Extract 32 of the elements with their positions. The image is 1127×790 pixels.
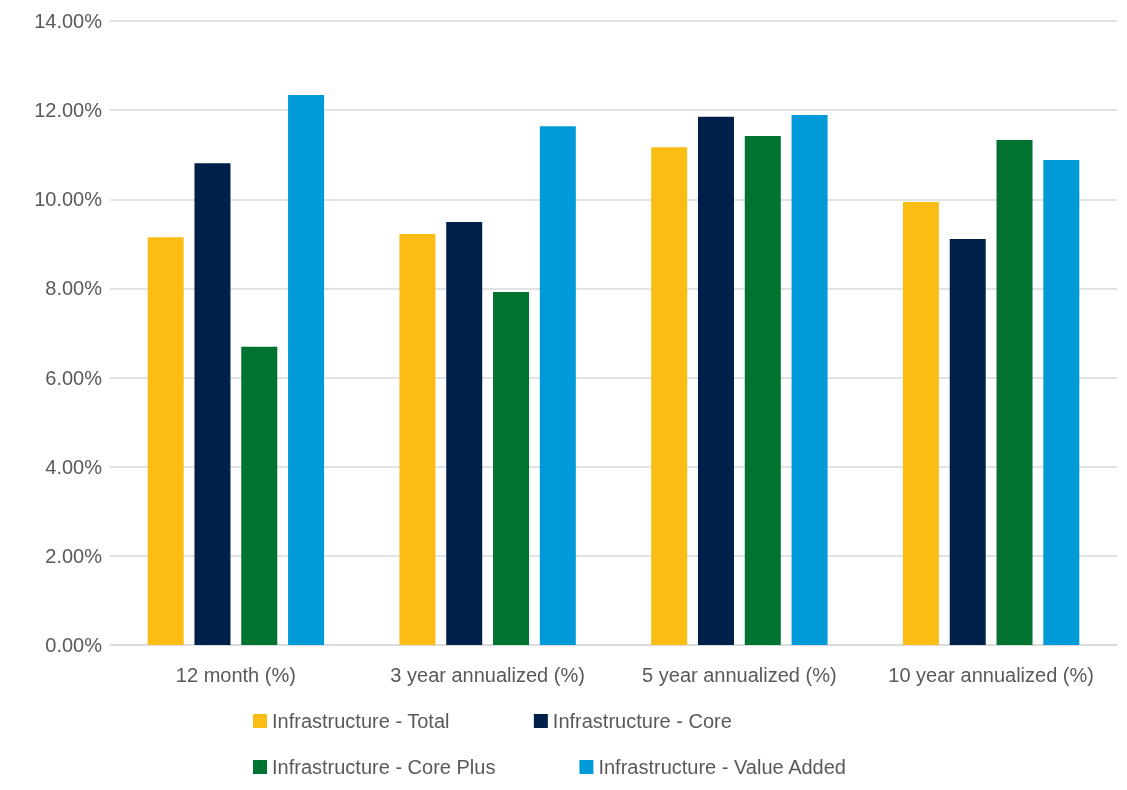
bar <box>288 94 325 645</box>
bar <box>241 346 278 645</box>
y-tick-label: 4.00% <box>45 455 103 478</box>
bar <box>493 291 530 645</box>
legend-label: Infrastructure - Value Added <box>598 756 846 778</box>
legend-label: Infrastructure - Total <box>272 710 450 732</box>
y-tick-label: 6.00% <box>45 366 103 389</box>
x-tick-label: 5 year annualized (%) <box>642 664 837 686</box>
legend-label: Infrastructure - Core <box>552 710 732 732</box>
y-tick-label: 14.00% <box>34 10 103 32</box>
bar <box>539 126 576 645</box>
y-tick-label: 8.00% <box>45 277 103 300</box>
bar <box>651 147 688 645</box>
bar <box>1043 160 1080 645</box>
bar <box>697 116 734 645</box>
bar <box>399 234 436 645</box>
legend-label: Infrastructure - Core Plus <box>272 756 496 778</box>
bar <box>446 222 483 645</box>
x-tick-label: 12 month (%) <box>175 664 296 686</box>
bar <box>744 135 781 645</box>
bar <box>996 140 1033 645</box>
x-tick-label: 10 year annualized (%) <box>888 664 1094 686</box>
bar <box>949 238 986 645</box>
y-tick-label: 12.00% <box>34 99 103 122</box>
x-tick-label: 3 year annualized (%) <box>390 664 585 686</box>
bar <box>194 163 231 645</box>
y-tick-label: 10.00% <box>34 188 103 211</box>
y-tick-label: 0.00% <box>45 634 103 656</box>
bar <box>902 201 939 645</box>
bar <box>147 237 184 645</box>
bar <box>791 115 828 645</box>
y-tick-label: 2.00% <box>45 544 103 567</box>
